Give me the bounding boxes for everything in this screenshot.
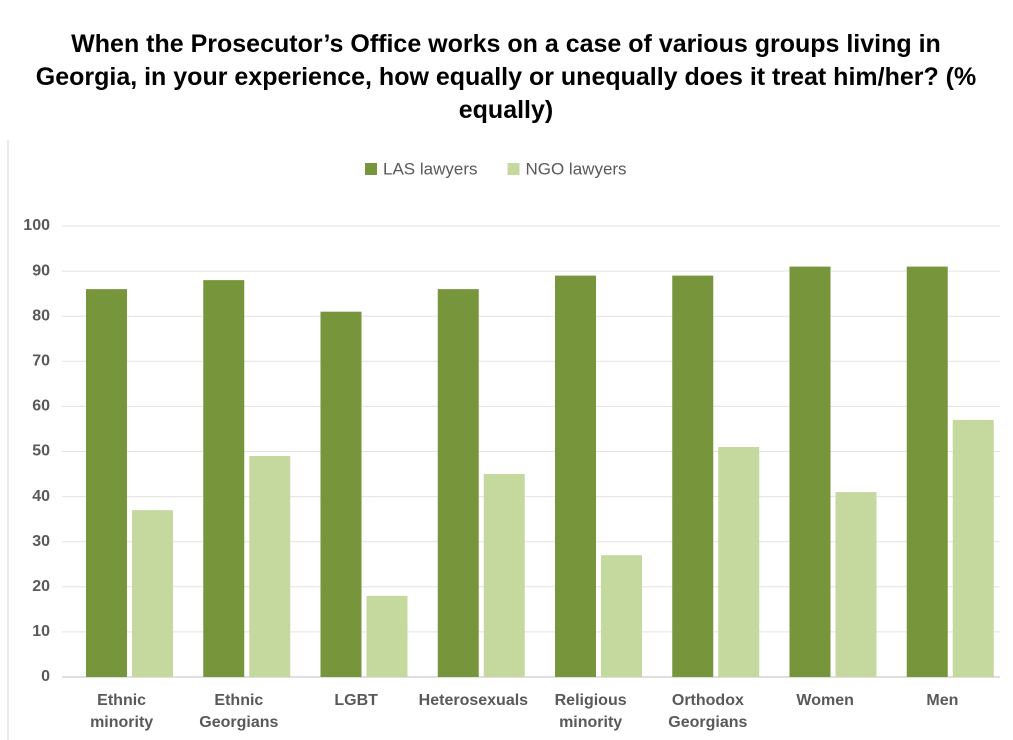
y-tick-label: 90 xyxy=(32,262,50,279)
bar xyxy=(132,510,173,677)
y-tick-label: 70 xyxy=(32,353,50,370)
bar xyxy=(249,456,291,677)
x-tick-label: Heterosexuals xyxy=(419,692,528,709)
bar xyxy=(555,275,596,677)
bar xyxy=(835,492,877,677)
y-tick-label: 10 xyxy=(32,623,50,640)
y-tick-label: 30 xyxy=(32,533,50,550)
y-tick-label: 100 xyxy=(23,217,50,234)
x-tick-label: Ethnic minority xyxy=(90,692,153,731)
bar xyxy=(203,280,245,677)
bar xyxy=(906,266,948,677)
x-tick-label: Men xyxy=(926,692,958,709)
bar xyxy=(437,289,479,677)
bar xyxy=(789,266,831,677)
x-tick-label: LGBT xyxy=(334,692,378,709)
x-tick-label: Women xyxy=(796,692,853,709)
y-tick-label: 40 xyxy=(32,488,50,505)
bar xyxy=(366,595,408,677)
y-tick-label: 80 xyxy=(32,307,50,324)
bar xyxy=(601,555,642,677)
bar xyxy=(718,446,760,677)
legend-swatch xyxy=(507,163,520,175)
y-tick-label: 0 xyxy=(41,668,50,685)
bar xyxy=(483,474,525,677)
x-tick-label: Orthodox Georgians xyxy=(668,692,747,731)
bar xyxy=(320,311,362,677)
y-tick-label: 20 xyxy=(32,578,50,595)
chart-title: When the Prosecutor’s Office works on a … xyxy=(35,30,977,124)
legend-swatch xyxy=(365,163,377,175)
y-tick-label: 60 xyxy=(32,398,50,415)
legend-label: NGO lawyers xyxy=(525,159,626,178)
legend-label: LAS lawyers xyxy=(383,159,477,178)
bar xyxy=(86,289,127,677)
bar xyxy=(672,275,714,677)
x-tick-label: Ethnic Georgians xyxy=(199,692,278,731)
bar xyxy=(952,419,994,677)
y-tick-label: 50 xyxy=(32,443,50,460)
x-tick-label: Religious minority xyxy=(555,692,627,731)
